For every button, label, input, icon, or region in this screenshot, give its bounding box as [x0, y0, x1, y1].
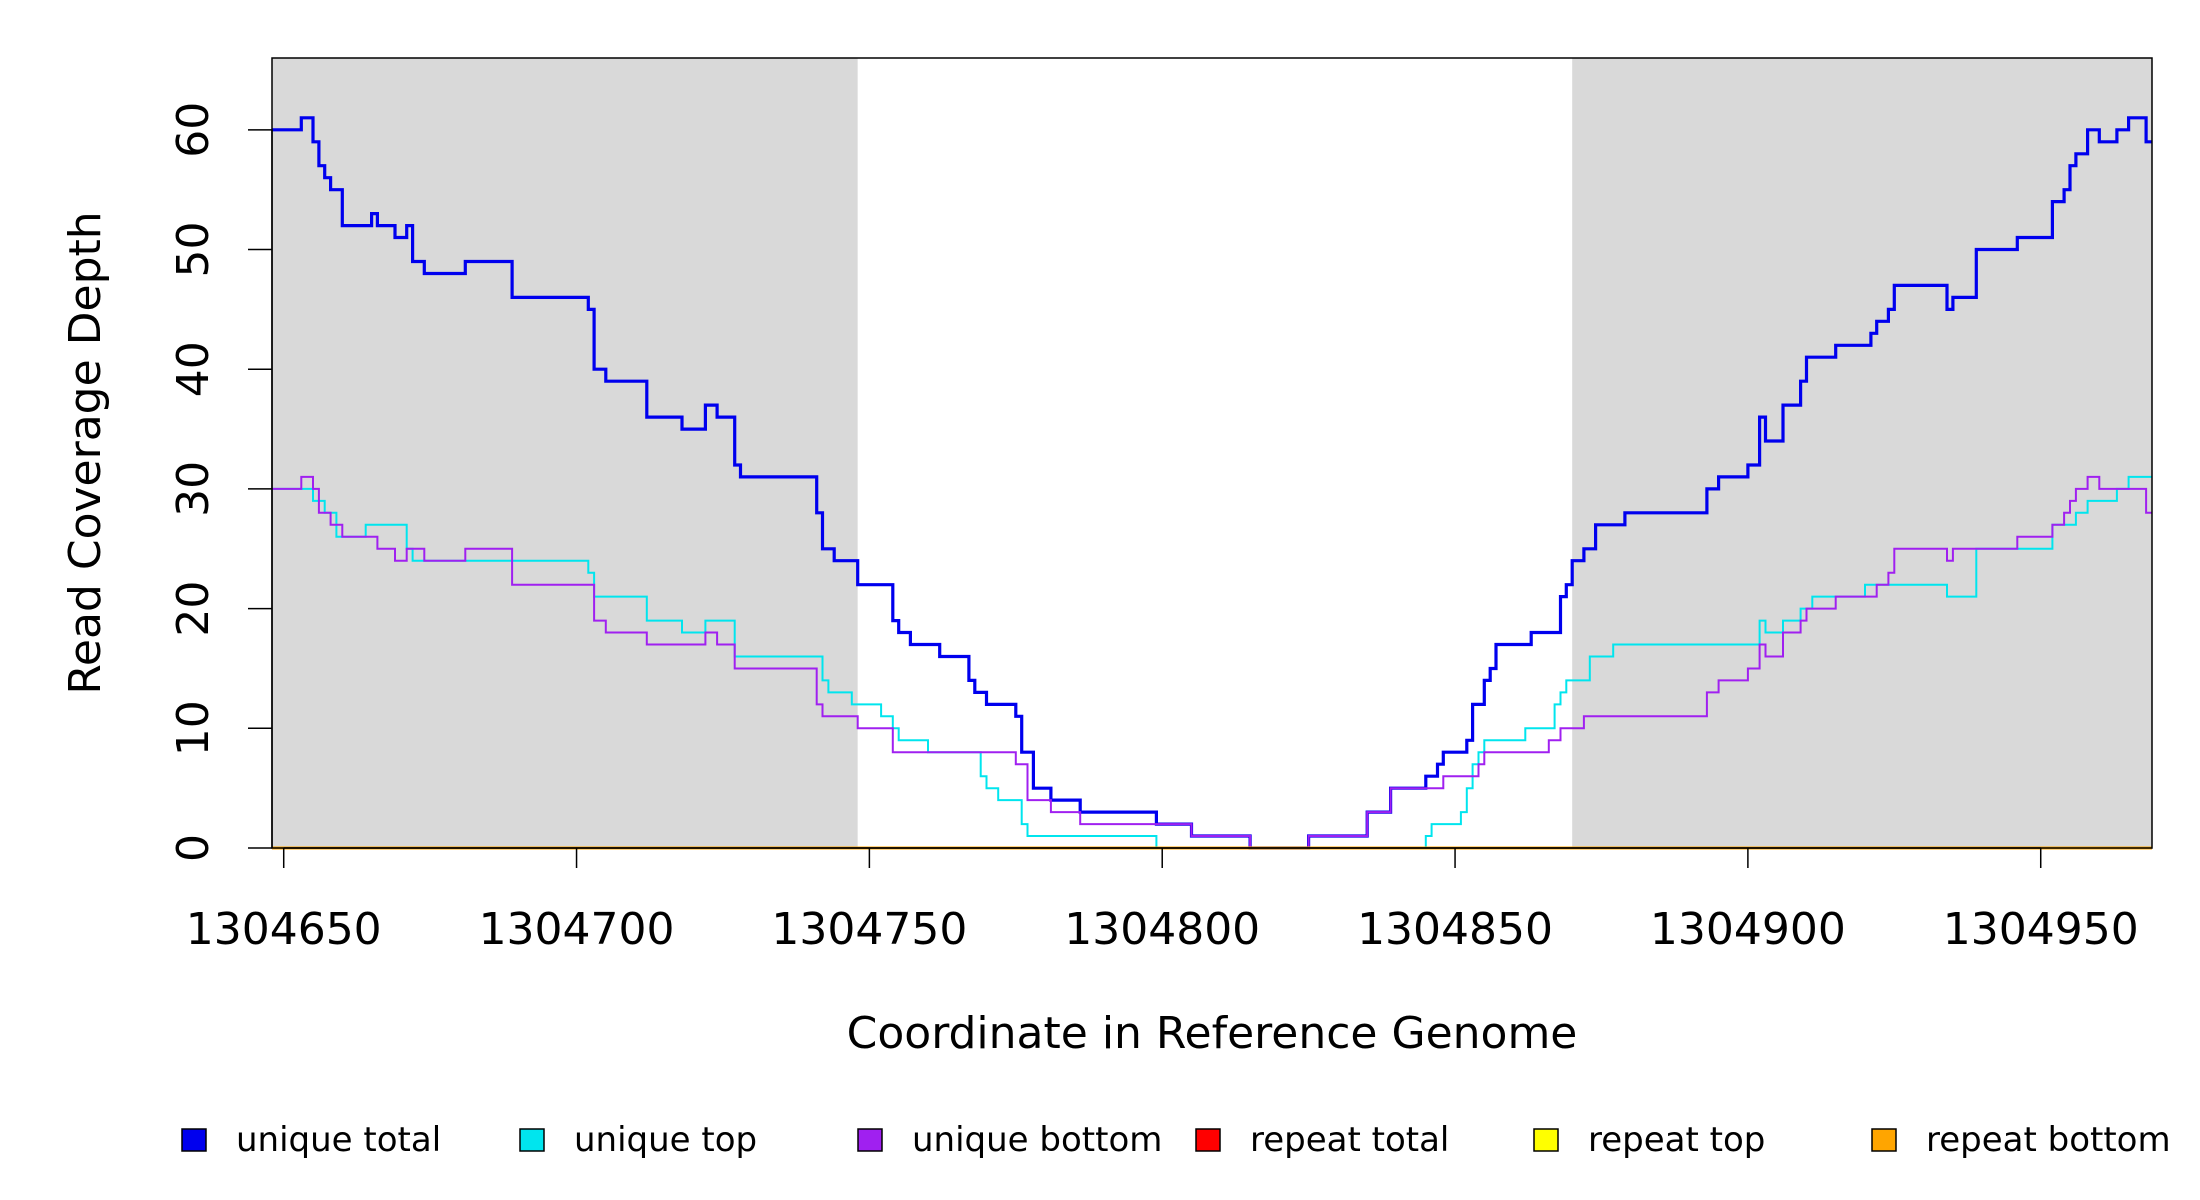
y-tick-label: 50	[168, 222, 219, 278]
shaded-region-2	[1572, 58, 2152, 848]
legend-label: unique total	[236, 1120, 441, 1160]
x-tick-label: 1304900	[1650, 904, 1846, 955]
legend-swatch	[1195, 1128, 1221, 1152]
x-tick-label: 1304850	[1357, 904, 1553, 955]
shaded-region-1	[272, 58, 858, 848]
legend: unique total unique top unique bottom repea…	[181, 1120, 2171, 1160]
legend-label: unique bottom	[912, 1120, 1162, 1160]
legend-swatch	[1533, 1128, 1559, 1152]
y-tick-label: 60	[168, 102, 219, 158]
x-tick-label: 1304750	[771, 904, 967, 955]
legend-label: unique top	[574, 1120, 757, 1160]
y-tick-label: 30	[168, 461, 219, 517]
x-axis-title: Coordinate in Reference Genome	[847, 1008, 1578, 1059]
legend-swatch	[1871, 1128, 1897, 1152]
legend-item-repeat-total: repeat total	[1195, 1120, 1449, 1160]
series-line-unique-bottom	[272, 475, 2152, 849]
y-tick-label: 10	[168, 700, 219, 756]
x-tick-label: 1304800	[1064, 904, 1260, 955]
legend-item-repeat-bottom: repeat bottom	[1871, 1120, 2171, 1160]
shaded-regions	[272, 58, 2152, 848]
legend-label: repeat top	[1588, 1120, 1765, 1160]
legend-swatch	[857, 1128, 883, 1152]
y-axis: 0 10 20 30 40 50 60	[168, 102, 273, 862]
y-axis-title: Read Coverage Depth	[60, 211, 111, 694]
legend-label: repeat bottom	[1926, 1120, 2171, 1160]
legend-swatch	[181, 1128, 207, 1152]
legend-item-unique-top: unique top	[519, 1120, 757, 1160]
legend-item-unique-total: unique total	[181, 1120, 441, 1160]
legend-swatch	[519, 1128, 545, 1152]
y-tick-label: 40	[168, 341, 219, 397]
legend-label: repeat total	[1250, 1120, 1449, 1160]
y-tick-label: 0	[168, 834, 219, 862]
y-tick-label: 20	[168, 581, 219, 637]
x-tick-label: 1304950	[1943, 904, 2139, 955]
x-tick-label: 1304650	[186, 904, 382, 955]
legend-item-unique-bottom: unique bottom	[857, 1120, 1162, 1160]
x-tick-label: 1304700	[479, 904, 675, 955]
x-axis: 1304650 1304700 1304750 1304800 1304850 13049…	[186, 847, 2139, 955]
legend-item-repeat-top: repeat top	[1533, 1120, 1765, 1160]
